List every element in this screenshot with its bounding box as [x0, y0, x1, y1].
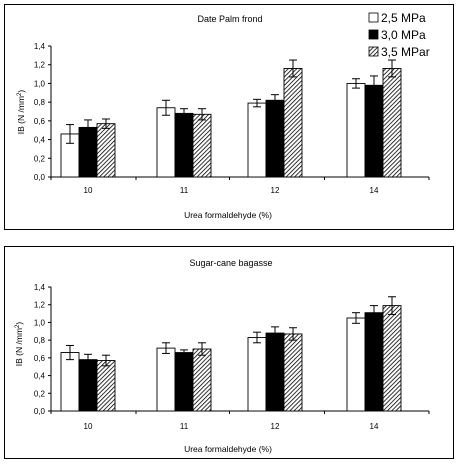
legend-label: 2,5 MPa: [381, 11, 426, 25]
legend-label: 3,0 MPa: [381, 28, 426, 42]
y-tick-label: 1,4: [34, 42, 46, 51]
x-axis-label: Urea formaldehyde (%): [184, 210, 272, 220]
legend-swatch-3-5-mpa: [368, 46, 379, 57]
y-tick-label: 1,0: [34, 318, 46, 327]
bar: [247, 337, 267, 412]
chart-title: Date Palm frond: [197, 14, 262, 24]
bar: [382, 305, 402, 412]
y-tick-label: 1,2: [34, 61, 46, 70]
x-tick-label: 12: [271, 422, 280, 431]
bar: [364, 312, 384, 412]
y-tick-label: 0,4: [34, 372, 46, 381]
bar: [192, 113, 212, 178]
y-tick-label: 0,8: [34, 98, 46, 107]
bar: [156, 107, 176, 178]
bar: [60, 352, 80, 412]
bar: [174, 112, 194, 178]
bar: [364, 84, 384, 178]
x-tick-label: 10: [84, 186, 93, 195]
bar: [247, 102, 267, 178]
x-axis-label: Urea formaldehyde (%): [184, 444, 272, 454]
y-tick-label: 0,4: [34, 136, 46, 145]
bar: [96, 123, 116, 178]
bar: [283, 333, 303, 412]
legend-swatch-3-0-mpa: [368, 29, 379, 40]
y-tick-label: 0,6: [34, 117, 46, 126]
x-tick-label: 10: [84, 422, 93, 431]
y-tick-label: 0,0: [34, 173, 46, 182]
y-tick-label: 0,6: [34, 354, 46, 363]
y-tick-label: 1,4: [34, 283, 46, 292]
bar: [156, 347, 176, 412]
y-tick-label: 0,2: [34, 154, 46, 163]
chart-panel-date-palm: Date Palm frond Urea formaldehyde (%) IB…: [4, 4, 454, 230]
x-tick-label: 14: [370, 422, 379, 431]
y-axis-label: IB (N /mm2): [16, 90, 26, 135]
bar: [283, 68, 303, 178]
bar: [96, 360, 116, 412]
y-tick-label: 1,0: [34, 79, 46, 88]
y-tick-label: 1,2: [34, 301, 46, 310]
bar: [265, 99, 285, 178]
chart-panel-sugar-cane: Sugar-cane bagasse Urea formaldehyde (%)…: [4, 246, 454, 459]
x-tick-label: 11: [180, 422, 189, 431]
bar: [346, 82, 366, 178]
legend: 2,5 MPa 3,0 MPa 3,5 MPar: [368, 11, 430, 59]
legend-label: 3,5 MPar: [381, 45, 430, 59]
y-tick-label: 0,0: [34, 407, 46, 416]
y-tick-label: 0,2: [34, 389, 46, 398]
x-tick-label: 11: [180, 186, 189, 195]
bar: [174, 352, 194, 412]
bar: [265, 332, 285, 412]
y-tick-label: 0,8: [34, 336, 46, 345]
x-tick-label: 14: [370, 186, 379, 195]
chart-title: Sugar-cane bagasse: [189, 258, 272, 268]
bar: [78, 359, 98, 412]
bar: [346, 317, 366, 412]
legend-swatch-2-5-mpa: [368, 12, 379, 23]
x-tick-label: 12: [271, 186, 280, 195]
bar: [192, 348, 212, 412]
bar: [382, 68, 402, 178]
y-axis-label: IB (N /mm2): [14, 322, 24, 367]
